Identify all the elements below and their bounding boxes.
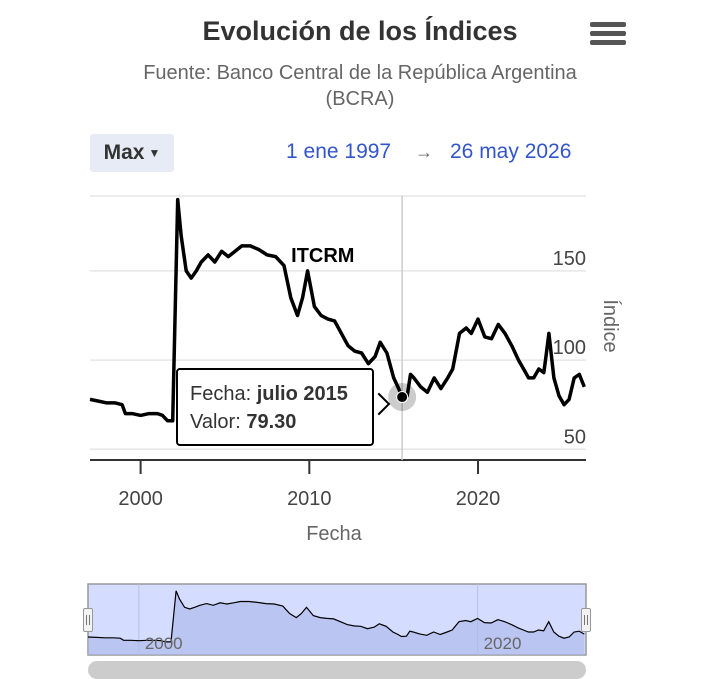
y-axis: 50 100 150 bbox=[553, 248, 586, 448]
y-tick-label: 100 bbox=[553, 337, 586, 359]
navigator-left-handle[interactable] bbox=[83, 608, 93, 632]
navigator-scrollbar[interactable] bbox=[88, 661, 586, 679]
chart-subtitle: Fuente: Banco Central de la República Ar… bbox=[143, 62, 577, 110]
menu-bar bbox=[590, 31, 626, 36]
x-axis-title: Fecha bbox=[306, 523, 362, 545]
navigator-series-area bbox=[88, 590, 585, 655]
hamburger-menu-icon[interactable] bbox=[590, 22, 626, 52]
y-tick-label: 150 bbox=[553, 248, 586, 270]
navigator-series-line bbox=[87, 590, 585, 643]
tooltip-fecha: Fecha: julio 2015 bbox=[190, 380, 360, 408]
from-date-input[interactable]: 1 ene 1997 bbox=[286, 140, 392, 163]
caret-down-icon: ▼ bbox=[148, 146, 161, 161]
range-selector-button[interactable]: Max ▼ bbox=[90, 134, 174, 172]
tooltip: Fecha: julio 2015 Valor: 79.30 bbox=[176, 368, 374, 446]
menu-bar bbox=[590, 40, 626, 45]
y-axis-title: Índice bbox=[599, 299, 622, 352]
navigator-labels: 2000 2020 bbox=[145, 634, 522, 653]
date-separator: → bbox=[415, 142, 433, 162]
tooltip-fecha-label: Fecha: bbox=[190, 383, 257, 405]
x-tick-label: 2020 bbox=[456, 488, 501, 510]
tooltip-fecha-value: julio 2015 bbox=[256, 383, 348, 405]
menu-bar bbox=[590, 22, 626, 27]
navigator-x-label: 2000 bbox=[145, 634, 183, 653]
range-button-label: Max bbox=[103, 141, 145, 164]
tooltip-valor-label: Valor: bbox=[190, 411, 247, 433]
x-tick-label: 2010 bbox=[287, 488, 332, 510]
x-tick-label: 2000 bbox=[118, 488, 163, 510]
navigator-x-label: 2020 bbox=[484, 634, 522, 653]
hover-point[interactable] bbox=[396, 391, 409, 404]
y-tick-label: 50 bbox=[564, 426, 586, 448]
x-axis: 2000 2010 2020 bbox=[90, 459, 586, 510]
to-date-input[interactable]: 26 may 2026 bbox=[450, 140, 572, 163]
tooltip-valor-value: 79.30 bbox=[246, 411, 297, 433]
series-line-itcrm[interactable] bbox=[89, 197, 586, 423]
navigator-right-handle[interactable] bbox=[581, 608, 591, 632]
tooltip-valor: Valor: 79.30 bbox=[190, 408, 360, 436]
navigator[interactable]: 2000 2020 bbox=[87, 583, 587, 656]
series-label-itcrm: ITCRM bbox=[291, 245, 354, 267]
chart-title: Evolución de los Índices bbox=[202, 16, 518, 46]
